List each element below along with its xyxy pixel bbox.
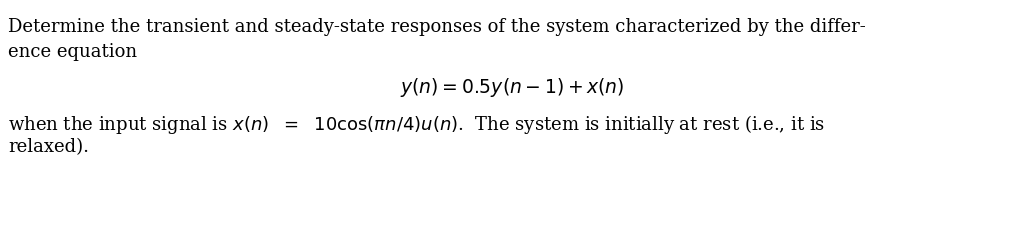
Text: relaxed).: relaxed). [8,138,89,156]
Text: ence equation: ence equation [8,43,137,61]
Text: $y(n) = 0.5y(n-1) + x(n)$: $y(n) = 0.5y(n-1) + x(n)$ [399,76,625,99]
Text: when the input signal is $x(n)$  $=$  $10\cos(\pi n/4)u(n)$.  The system is init: when the input signal is $x(n)$ $=$ $10\… [8,113,825,136]
Text: Determine the transient and steady-state responses of the system characterized b: Determine the transient and steady-state… [8,18,865,36]
